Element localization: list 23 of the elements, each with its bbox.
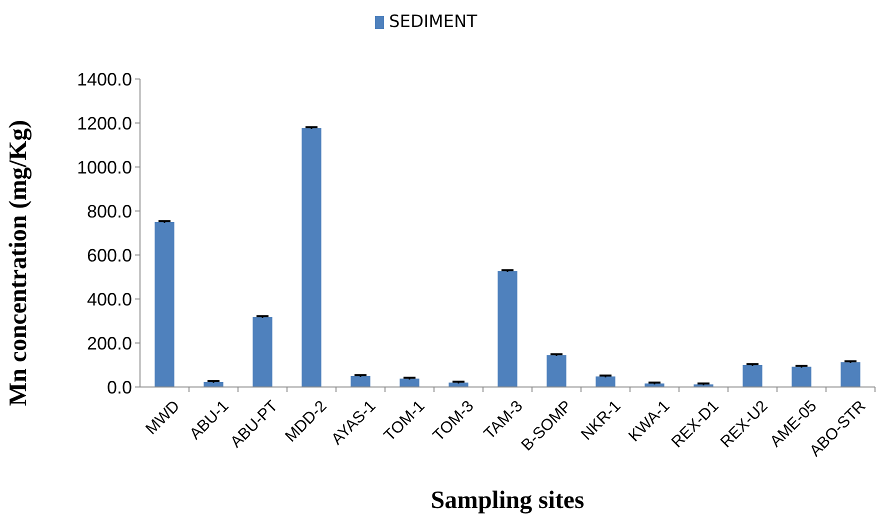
bar bbox=[302, 128, 322, 387]
y-tick-label: 400.0 bbox=[86, 289, 132, 310]
y-tick-label: 0.0 bbox=[106, 377, 132, 398]
bar bbox=[400, 378, 420, 387]
x-axis-title: Sampling sites bbox=[430, 487, 585, 514]
bar bbox=[498, 271, 518, 387]
bar bbox=[792, 366, 812, 387]
bar bbox=[840, 362, 860, 387]
y-tick-label: 1400.0 bbox=[76, 69, 132, 90]
y-tick-label: 200.0 bbox=[86, 333, 132, 354]
y-tick-label: 800.0 bbox=[86, 201, 132, 222]
bar bbox=[448, 382, 468, 387]
bar bbox=[154, 222, 174, 387]
legend-label: SEDIMENT bbox=[389, 12, 478, 32]
bar bbox=[596, 376, 616, 387]
bar bbox=[350, 376, 370, 387]
y-axis-title: Mn concentration (mg/Kg) bbox=[5, 120, 32, 406]
bar bbox=[252, 317, 272, 387]
y-tick-label: 1000.0 bbox=[76, 157, 132, 178]
y-tick-label: 600.0 bbox=[86, 245, 132, 266]
y-tick-label: 1200.0 bbox=[76, 113, 132, 134]
bar bbox=[546, 355, 566, 387]
bar bbox=[742, 365, 762, 387]
